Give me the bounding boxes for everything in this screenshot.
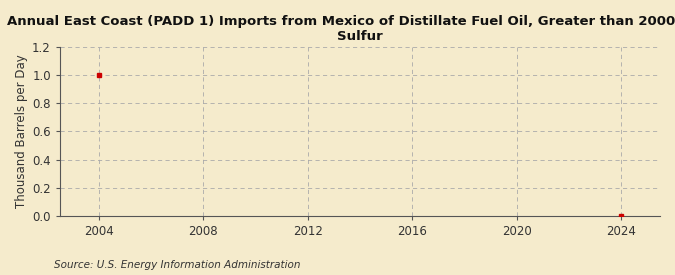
- Text: Source: U.S. Energy Information Administration: Source: U.S. Energy Information Administ…: [54, 260, 300, 270]
- Title: Annual East Coast (PADD 1) Imports from Mexico of Distillate Fuel Oil, Greater t: Annual East Coast (PADD 1) Imports from …: [7, 15, 675, 43]
- Y-axis label: Thousand Barrels per Day: Thousand Barrels per Day: [15, 54, 28, 208]
